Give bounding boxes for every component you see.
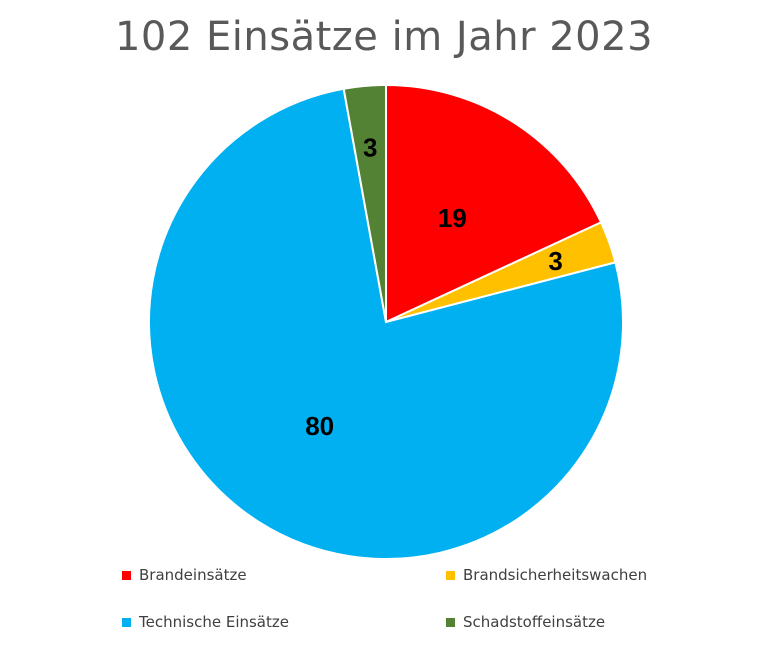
pie-slice-0 [385,83,603,324]
chart-title: 102 Einsätze im Jahr 2023 [114,14,654,60]
data-label-2: 80 [305,411,334,441]
pie-slice-2 [148,87,624,560]
data-label-1: 3 [548,246,562,276]
data-label-3: 3 [363,132,377,162]
pie-slice-3 [342,83,387,323]
data-label-0: 19 [438,203,467,233]
